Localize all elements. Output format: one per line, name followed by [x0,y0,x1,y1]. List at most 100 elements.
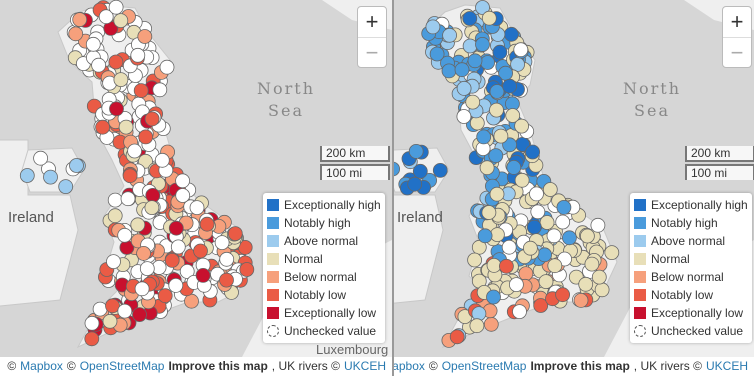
legend-item: Above normal [267,232,381,250]
gauge-marker [127,143,143,159]
gauge-marker [108,0,124,15]
attribution-text[interactable]: UKCEH [705,359,748,373]
gauge-marker [130,47,146,63]
landmass [0,139,79,307]
gauge-marker [108,54,124,70]
gauge-marker [195,267,211,283]
zoom-out-button[interactable]: − [723,37,751,68]
gauge-marker [481,205,497,220]
gauge-marker [175,173,191,189]
legend-label: Notably high [284,216,351,230]
legend-swatch [267,217,279,229]
gauge-marker [454,62,470,78]
attribution-text[interactable]: OpenStreetMap [441,359,527,373]
gauge-marker [117,227,133,243]
gauge-marker [179,263,195,279]
legend-label: Exceptionally low [284,306,377,320]
map-panel: + − North Sea Ireland 200 km 100 mi Exceptiona… [394,0,754,376]
gauge-marker [510,57,526,72]
attribution-text[interactable]: Improve this map [530,359,630,373]
legend-item: Unchecked value [267,322,381,340]
gauge-marker [467,252,482,268]
gauge-marker [475,37,490,52]
gauge-marker [219,251,235,267]
legend-item: Exceptionally high [634,196,748,214]
gauge-marker [227,226,243,242]
gauge-marker [429,46,445,62]
gauge-marker [480,55,495,70]
legend-label: Unchecked value [284,324,377,338]
zoom-in-button[interactable]: + [730,9,744,34]
legend-label: Below normal [284,270,357,284]
gauge-marker [58,179,74,195]
gauge-marker [604,245,620,261]
gauge-marker [136,245,152,261]
legend-label: Normal [284,252,323,266]
gauge-marker [462,11,478,26]
gauge-marker [107,192,123,208]
gauge-marker [168,220,184,236]
map-canvas [0,0,392,357]
gauge-marker [526,219,542,235]
gauge-marker [547,258,563,274]
legend-swatch [267,235,279,247]
legend-swatch [634,325,646,337]
gauge-marker [189,200,205,216]
map-layer [394,0,620,349]
legend-swatch [634,307,646,319]
gauge-marker [529,186,544,202]
legend-label: Exceptionally high [651,198,748,212]
gauge-marker [469,318,485,334]
legend-swatch [634,289,646,301]
legend-item: Normal [634,250,748,268]
gauge-marker [537,247,553,263]
gauge-marker [488,148,504,164]
legend-item: Notably low [267,286,381,304]
legend-swatch [634,271,646,283]
zoom-control: + − [722,6,752,68]
sea-label: North Sea [256,79,315,120]
gauge-marker [539,215,555,230]
gauge-marker [120,191,136,207]
gauge-marker [489,227,505,243]
gauge-marker [533,298,549,313]
gauge-marker [481,10,497,26]
gauge-marker [508,277,524,293]
gauge-marker [456,109,472,124]
panel-divider [392,0,394,376]
gauge-marker [152,82,168,98]
gauge-marker [483,316,499,332]
gauge-marker [132,307,147,323]
gauge-marker [486,289,501,305]
gauge-marker [105,298,120,314]
gauge-marker [542,182,558,197]
gauge-marker [479,160,495,176]
gauge-marker [538,274,554,290]
gauge-marker [130,217,146,233]
gauge-marker [219,272,234,288]
zoom-out-button[interactable]: − [358,37,386,68]
legend: Exceptionally high Notably high Above norm… [263,193,385,343]
gauge-marker [69,158,84,173]
attribution-text[interactable]: UKCEH [343,359,386,373]
gauge-marker [170,239,186,255]
zoom-in-button[interactable]: + [365,9,379,34]
attribution-text[interactable]: Mapbox [20,359,63,373]
gauge-marker [117,303,133,319]
gauge-marker [122,168,138,184]
gauge-marker [214,235,230,251]
attribution-text[interactable]: OpenStreetMap [79,359,165,373]
gauge-marker [144,111,160,127]
gauge-marker [106,254,121,270]
scale-bar: 100 mi [685,164,754,180]
gauge-marker [33,150,48,166]
legend-swatch [267,307,279,319]
gauge-marker [118,119,134,135]
land-label: Ireland [397,209,443,226]
legend-item: Below normal [267,268,381,286]
gauge-marker [408,143,424,159]
attribution-text[interactable]: Mapbox [394,359,425,373]
attribution-text[interactable]: Improve this map [168,359,268,373]
